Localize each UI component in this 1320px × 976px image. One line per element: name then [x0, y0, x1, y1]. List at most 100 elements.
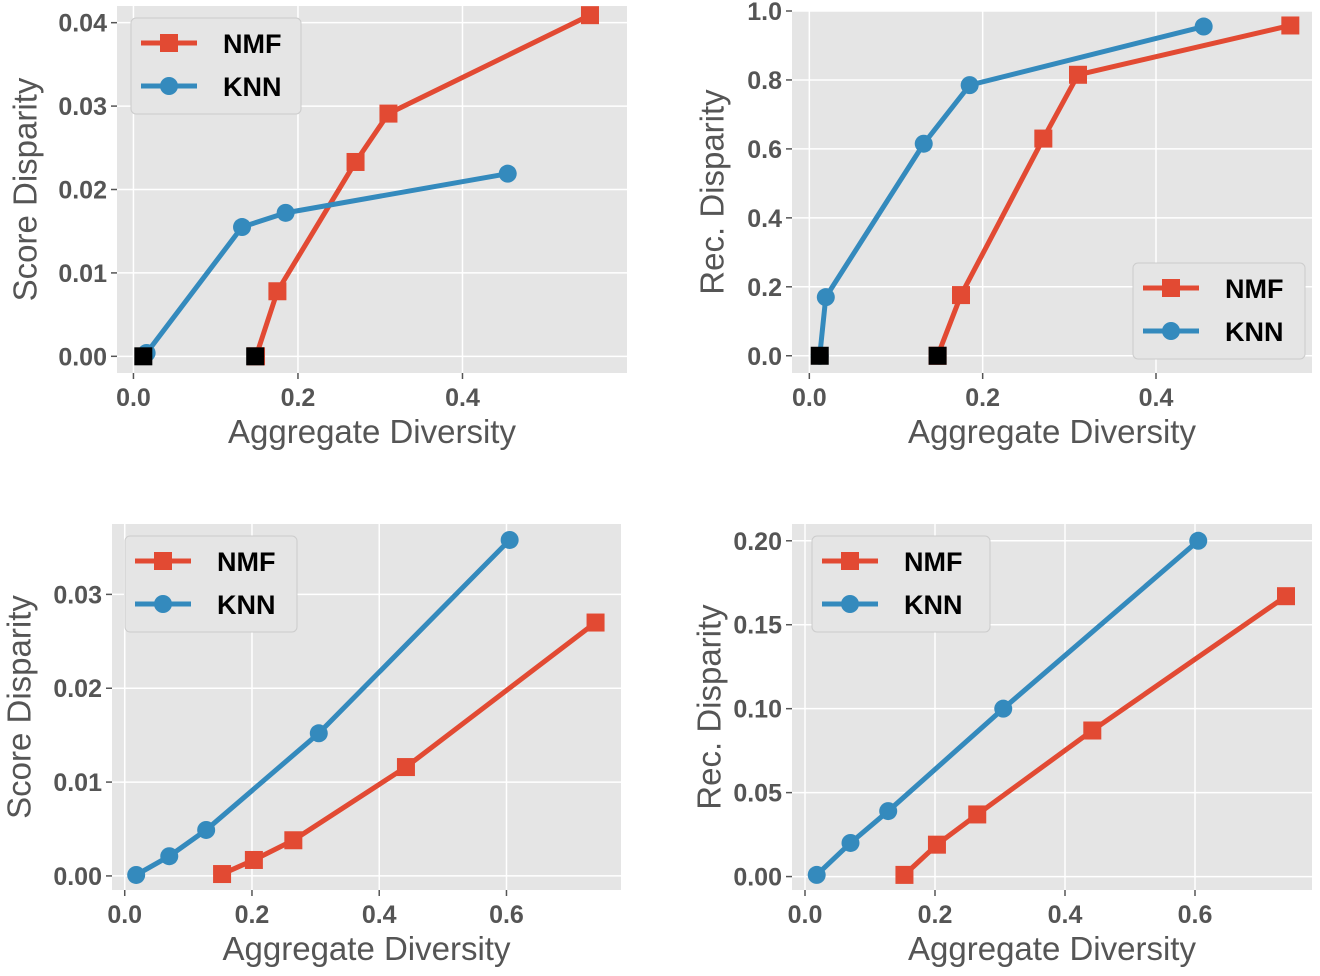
knn-point: [276, 203, 295, 222]
nmf-point: [284, 831, 303, 850]
y-tick-label: 0.01: [58, 260, 107, 288]
knn-point: [994, 699, 1013, 718]
legend-label-nmf: NMF: [904, 547, 962, 577]
legend-label-knn: KNN: [1225, 317, 1284, 347]
y-tick-label: 0.02: [53, 675, 102, 703]
nmf-point: [1277, 587, 1295, 606]
x-axis-label: Aggregate Diversity: [223, 930, 511, 967]
y-tick-label: 0.03: [53, 581, 102, 609]
knn-point: [309, 724, 328, 743]
baseline-point: [246, 347, 265, 366]
baseline-point: [134, 347, 153, 366]
nmf-point: [396, 758, 415, 777]
y-tick-label: 0.2: [747, 274, 782, 302]
y-tick-label: 0.02: [58, 177, 107, 205]
y-tick-label: 0.15: [733, 612, 782, 640]
nmf-point: [379, 104, 398, 123]
nmf-point: [1281, 16, 1300, 35]
nmf-point: [268, 282, 287, 301]
x-axis-label: Aggregate Diversity: [908, 413, 1196, 450]
y-tick-label: 0.0: [747, 343, 782, 371]
knn-point: [879, 802, 898, 821]
x-tick-label: 0.6: [1178, 901, 1213, 929]
legend-label-nmf: NMF: [217, 547, 275, 577]
nmf-point: [213, 865, 232, 884]
y-tick-label: 0.00: [733, 864, 782, 892]
y-tick-label: 0.00: [53, 863, 102, 891]
knn-point: [1189, 531, 1208, 550]
legend: NMF KNN: [1132, 262, 1306, 360]
y-tick-label: 0.8: [747, 67, 782, 95]
knn-point: [197, 820, 216, 839]
legend-marker-nmf: [154, 552, 172, 570]
baseline-point: [810, 346, 829, 365]
nmf-point: [952, 286, 970, 305]
legend-marker-nmf: [841, 552, 859, 570]
nmf-point: [244, 850, 263, 869]
knn-point: [127, 865, 146, 884]
chart-panel-1: 0.0 0.2 0.4 0.00 0.01 0.02 0.03 0.04 Aggregate D…: [7, 6, 627, 450]
x-axis-label: Aggregate Diversity: [908, 930, 1196, 967]
y-tick-label: 1.0: [747, 0, 782, 26]
x-tick-label: 0.0: [107, 901, 142, 929]
legend-label-knn: KNN: [223, 72, 282, 102]
legend-marker-knn: [1162, 322, 1180, 340]
y-tick-label: 0.10: [733, 696, 782, 724]
legend-label-knn: KNN: [904, 590, 963, 620]
legend-marker-knn: [841, 595, 859, 613]
legend-box: [811, 535, 991, 633]
y-tick-label: 0.04: [58, 10, 107, 38]
x-tick-label: 0.0: [792, 384, 827, 412]
knn-point: [960, 76, 979, 95]
x-tick-label: 0.2: [281, 384, 316, 412]
knn-point: [498, 164, 517, 183]
chart-panel-3: 0.0 0.2 0.4 0.6 0.00 0.01 0.02 0.03 Aggregate Di…: [1, 524, 621, 967]
chart-panel-4: 0.0 0.2 0.4 0.6 0.00 0.05 0.10 0.15 0.20 Aggregat…: [691, 524, 1312, 967]
legend-marker-nmf: [160, 34, 178, 52]
x-tick-label: 0.0: [788, 901, 823, 929]
knn-point: [160, 847, 179, 866]
legend: NMF KNN: [811, 535, 991, 633]
x-tick-label: 0.2: [918, 901, 953, 929]
legend: NMF KNN: [124, 535, 298, 633]
nmf-point: [346, 152, 365, 171]
x-tick-label: 0.4: [362, 901, 397, 929]
nmf-point: [1034, 129, 1053, 148]
nmf-point: [968, 805, 987, 824]
baseline-point: [928, 346, 947, 365]
legend: NMF KNN: [130, 17, 302, 115]
knn-point: [1194, 17, 1213, 36]
y-axis-label: Rec. Disparity: [691, 604, 728, 810]
nmf-point: [1083, 721, 1102, 740]
legend-label-nmf: NMF: [1225, 274, 1283, 304]
nmf-point: [586, 613, 605, 632]
knn-point: [841, 833, 860, 852]
knn-series-line: [144, 171, 509, 355]
legend-label-nmf: NMF: [223, 29, 281, 59]
x-tick-label: 0.4: [1139, 384, 1174, 412]
y-tick-label: 0.20: [733, 528, 782, 556]
x-tick-label: 0.2: [235, 901, 270, 929]
knn-point: [914, 134, 933, 153]
y-tick-label: 0.01: [53, 769, 102, 797]
knn-point: [816, 288, 835, 307]
x-tick-label: 0.6: [489, 901, 524, 929]
knn-point: [500, 530, 519, 549]
x-tick-label: 0.0: [116, 384, 151, 412]
knn-point: [807, 865, 826, 884]
nmf-point: [927, 835, 946, 854]
chart-panel-2: 0.0 0.2 0.4 0.0 0.2 0.4 0.6 0.8 1.0 Aggregate Div…: [694, 0, 1312, 450]
x-tick-label: 0.4: [445, 384, 480, 412]
y-tick-label: 0.05: [733, 780, 782, 808]
legend-marker-knn: [154, 595, 172, 613]
legend-marker-knn: [160, 77, 178, 95]
y-tick-label: 0.4: [747, 205, 782, 233]
x-axis-label: Aggregate Diversity: [228, 413, 516, 450]
y-axis-label: Rec. Disparity: [694, 89, 731, 295]
y-tick-label: 0.00: [58, 343, 107, 371]
x-tick-label: 0.4: [1048, 901, 1083, 929]
nmf-point: [580, 6, 599, 25]
x-tick-label: 0.2: [965, 384, 1000, 412]
legend-marker-nmf: [1162, 279, 1180, 297]
